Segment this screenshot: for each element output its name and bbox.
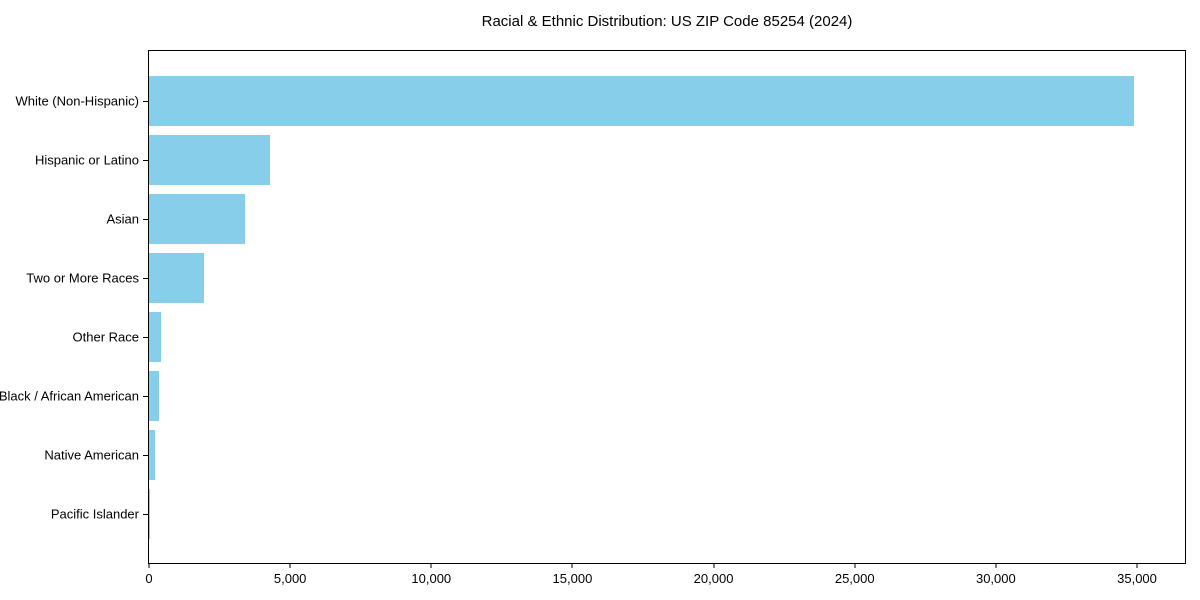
y-axis-label: Hispanic or Latino: [34, 152, 139, 167]
x-tick-label: 0: [145, 571, 153, 586]
bar-row: Asian: [106, 189, 1185, 248]
x-tick: [430, 563, 432, 568]
bar-row: Pacific Islander: [51, 484, 1185, 543]
bar-black-african-american: [149, 370, 160, 421]
y-axis-label: Pacific Islander: [50, 506, 139, 521]
bar-row: Native American: [44, 425, 1185, 484]
x-tick-label: 30,000: [975, 571, 1016, 586]
y-tick: [143, 159, 148, 161]
y-tick: [143, 100, 148, 102]
bar-native-american: [149, 429, 156, 480]
y-axis-label: Asian: [106, 211, 139, 226]
y-tick: [143, 277, 148, 279]
x-tick-label: 5,000: [273, 571, 307, 586]
x-tick: [1136, 563, 1138, 568]
y-tick: [143, 454, 148, 456]
bar-row: White (Non-Hispanic): [15, 71, 1185, 130]
y-tick: [143, 513, 148, 515]
bar-row: Other Race: [73, 307, 1185, 366]
chart-title: Racial & Ethnic Distribution: US ZIP Cod…: [481, 13, 853, 30]
y-tick: [143, 336, 148, 338]
bar-white-non-hispanic: [149, 75, 1135, 126]
y-tick: [143, 218, 148, 220]
bar-two-or-more-races: [149, 252, 204, 303]
x-tick-label: 20,000: [693, 571, 734, 586]
bar-other-race: [149, 311, 162, 362]
bar-hispanic-or-latino: [149, 134, 270, 185]
x-tick-label: 25,000: [834, 571, 875, 586]
bar-pacific-islander: [149, 488, 151, 539]
y-axis-label: Black / African American: [0, 388, 139, 403]
x-tick-label: 10,000: [411, 571, 452, 586]
x-tick: [289, 563, 291, 568]
x-tick: [995, 563, 997, 568]
y-axis-label: Two or More Races: [26, 270, 139, 285]
y-tick: [143, 395, 148, 397]
x-tick-label: 15,000: [552, 571, 593, 586]
x-tick: [854, 563, 856, 568]
y-axis-label: Other Race: [72, 329, 139, 344]
bars-container: White (Non-Hispanic) Hispanic or Latino As…: [0, 51, 1185, 563]
y-axis-label: White (Non-Hispanic): [15, 93, 139, 108]
bar-asian: [149, 193, 246, 244]
x-tick: [148, 563, 150, 568]
y-axis-label: Native American: [44, 447, 139, 462]
bar-row: Two or More Races: [26, 248, 1185, 307]
plot-area: White (Non-Hispanic) Hispanic or Latino As…: [0, 50, 1186, 586]
x-tick-label: 35,000: [1117, 571, 1157, 586]
bar-row: Black / African American: [0, 366, 1185, 425]
x-tick: [571, 563, 573, 568]
bar-row: Hispanic or Latino: [35, 130, 1185, 189]
x-tick: [713, 563, 715, 568]
